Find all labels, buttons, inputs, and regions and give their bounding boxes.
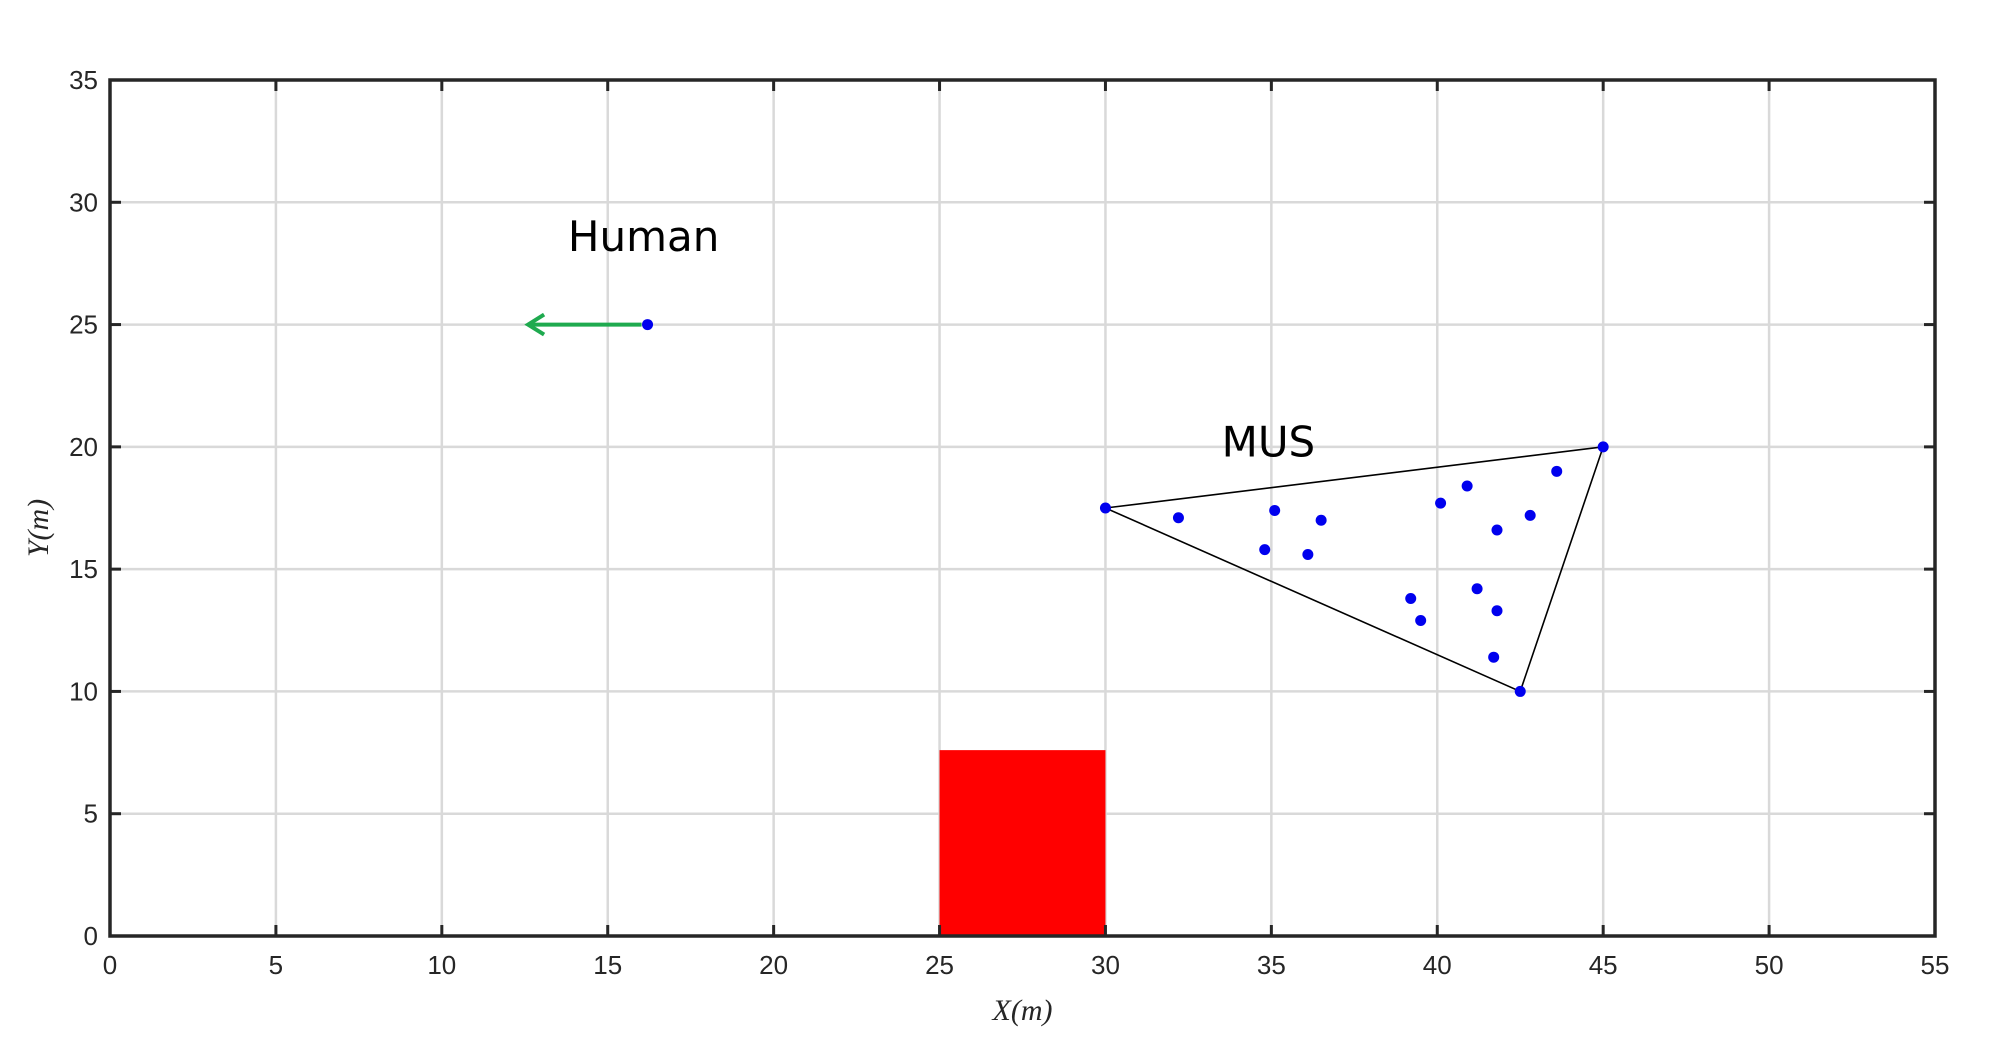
obstacle-rect: [939, 750, 1106, 936]
obstacle-layer: [939, 750, 1106, 936]
human-point: [642, 319, 654, 331]
x-tick-label-10: 10: [427, 950, 456, 980]
x-tick-label-30: 30: [1091, 950, 1120, 980]
x-tick-label-40: 40: [1423, 950, 1452, 980]
mus-point-12: [1551, 465, 1563, 477]
y-tick-label-5: 5: [84, 799, 98, 829]
x-tick-label-35: 35: [1257, 950, 1286, 980]
mus-point-11: [1524, 509, 1536, 521]
mus-point-9: [1461, 480, 1473, 492]
mus-point-6: [1259, 544, 1271, 556]
x-tick-label-25: 25: [925, 950, 954, 980]
x-tick-label-20: 20: [759, 950, 788, 980]
x-axis-title: X(m): [992, 994, 1053, 1027]
mus-point-3: [1172, 512, 1184, 524]
axes-frame: [108, 78, 1937, 938]
human-arrow-head: [524, 312, 546, 337]
y-tick-label-25: 25: [69, 310, 98, 340]
mus-point-17: [1488, 651, 1500, 663]
x-tick-label-5: 5: [269, 950, 283, 980]
mus-triangle: [1102, 445, 1605, 693]
mus-point-7: [1302, 548, 1314, 560]
mus-point-5: [1315, 514, 1327, 526]
mus-annotation-label: MUS: [1222, 418, 1316, 467]
mus-point-16: [1491, 605, 1503, 617]
plot-frame: [108, 78, 1937, 938]
x-tick-label-50: 50: [1755, 950, 1784, 980]
mus-point-14: [1415, 615, 1427, 627]
human-annotation-label: Human: [568, 212, 719, 261]
mus-point-1: [1597, 441, 1609, 453]
y-tick-label-20: 20: [69, 432, 98, 462]
x-tick-label-55: 55: [1921, 950, 1950, 980]
mus-point-10: [1491, 524, 1503, 536]
y-axis-title: Y(m): [22, 499, 55, 557]
mus-point-13: [1405, 592, 1417, 604]
y-tick-label-35: 35: [69, 65, 98, 95]
x-tick-label-15: 15: [593, 950, 622, 980]
y-tick-label-15: 15: [69, 554, 98, 584]
mus-point-2: [1514, 685, 1526, 697]
mus-point-4: [1269, 504, 1281, 516]
x-tick-label-45: 45: [1589, 950, 1618, 980]
x-tick-label-0: 0: [103, 950, 117, 980]
mus-point-15: [1471, 583, 1483, 595]
y-tick-label-30: 30: [69, 187, 98, 217]
mus-point-8: [1435, 497, 1447, 509]
data-points-layer: [642, 319, 1609, 697]
human-arrow-layer: [524, 312, 642, 337]
y-tick-label-10: 10: [69, 676, 98, 706]
tick-labels: 0 5 10 15 20 25 30 35 40 45 50 55 0 5 10 15 20 25 30 35: [69, 65, 1949, 980]
mus-triangle-layer: [1102, 445, 1605, 693]
y-tick-label-0: 0: [84, 921, 98, 951]
mus-point-0: [1099, 502, 1111, 514]
